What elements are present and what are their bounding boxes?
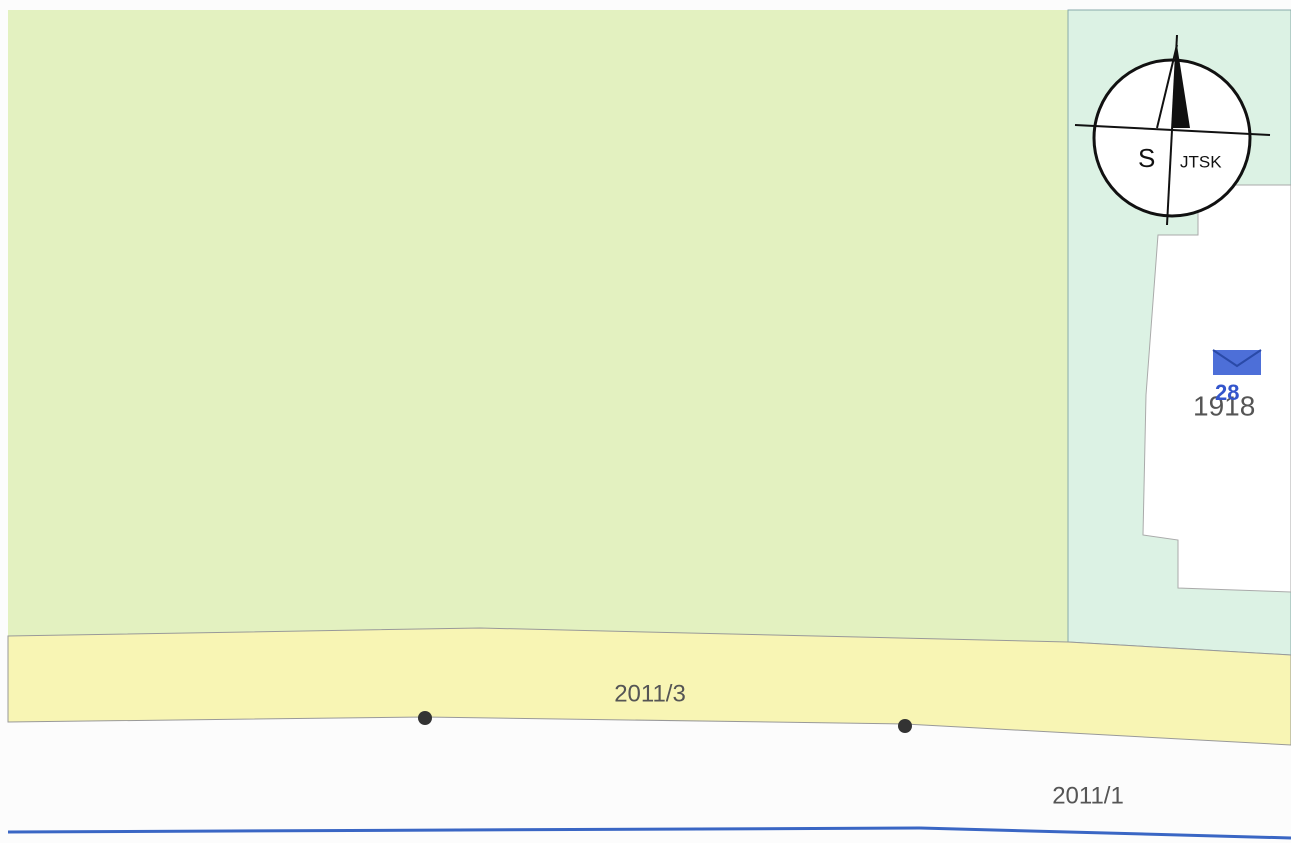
compass: S JTSK	[1074, 34, 1271, 226]
yellow-strip	[7, 627, 1291, 746]
house-icon	[1212, 349, 1262, 368]
survey-point	[898, 719, 912, 733]
compass-needle	[1172, 45, 1190, 128]
green-parcel	[8, 10, 1068, 642]
parcel-label: 2011/3	[614, 680, 686, 707]
boundary-line	[7, 826, 921, 834]
survey-point	[418, 711, 432, 725]
compass-system: JTSK	[1180, 152, 1222, 171]
house-number: 28	[1215, 380, 1239, 405]
boundary-line	[919, 826, 1291, 840]
parcel-number: 1918	[1193, 390, 1255, 421]
compass-needle	[1156, 44, 1178, 129]
compass-cross	[1166, 34, 1178, 226]
parcel-label: 2011/1	[1052, 782, 1124, 809]
compass-letter: S	[1138, 143, 1155, 173]
